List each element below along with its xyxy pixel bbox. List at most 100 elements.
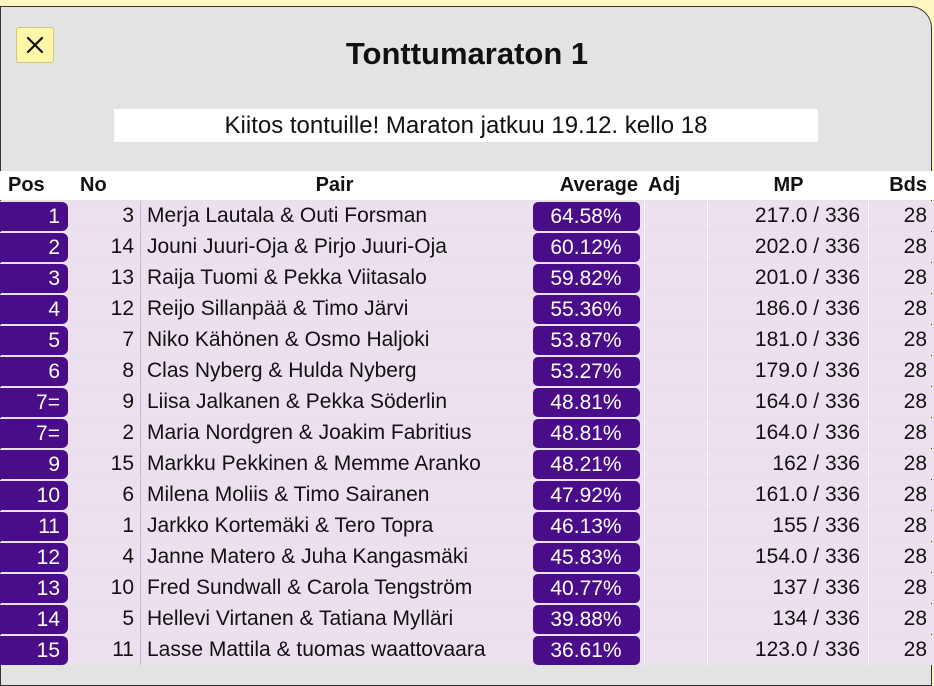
mp-cell: 202.0 / 336 <box>708 232 869 262</box>
average-cell: 53.87% <box>528 325 644 355</box>
table-row[interactable]: 4 12 Reijo Sillanpää & Timo Järvi 55.36% 186… <box>0 294 934 324</box>
header-pair[interactable]: Pair <box>141 171 528 200</box>
page-title: Tonttumaraton 1 <box>345 36 589 71</box>
average-badge: 45.83% <box>532 542 640 572</box>
average-badge: 39.88% <box>532 604 640 634</box>
average-badge: 60.12% <box>532 232 640 262</box>
close-button[interactable] <box>16 27 54 63</box>
pair-number: 1 <box>70 511 141 541</box>
pair-number: 3 <box>70 201 141 231</box>
mp-cell: 154.0 / 336 <box>708 542 869 572</box>
pos-cell: 7= <box>0 418 70 448</box>
mp-cell: 162 / 336 <box>708 449 869 479</box>
pair-names[interactable]: Raija Tuomi & Pekka Viitasalo <box>141 263 528 293</box>
bds-cell: 28 <box>869 418 934 448</box>
adj-cell <box>644 294 708 324</box>
adj-cell <box>644 511 708 541</box>
pair-number: 13 <box>70 263 141 293</box>
position-badge: 11 <box>0 511 68 541</box>
bds-cell: 28 <box>869 449 934 479</box>
pos-cell: 15 <box>0 635 70 665</box>
average-cell: 36.61% <box>528 635 644 665</box>
header-average[interactable]: Average <box>528 171 644 200</box>
pair-names[interactable]: Liisa Jalkanen & Pekka Söderlin <box>141 387 528 417</box>
pos-cell: 12 <box>0 542 70 572</box>
pair-names[interactable]: Reijo Sillanpää & Timo Järvi <box>141 294 528 324</box>
table-row[interactable]: 13 10 Fred Sundwall & Carola Tengström 40.7… <box>0 573 934 603</box>
pair-names[interactable]: Merja Lautala & Outi Forsman <box>141 201 528 231</box>
adj-cell <box>644 573 708 603</box>
position-badge: 3 <box>0 263 68 293</box>
pair-names[interactable]: Jouni Juuri-Oja & Pirjo Juuri-Oja <box>141 232 528 262</box>
position-badge: 12 <box>0 542 68 572</box>
position-badge: 4 <box>0 294 68 324</box>
bds-cell: 28 <box>869 325 934 355</box>
average-badge: 59.82% <box>532 263 640 293</box>
table-row[interactable]: 9 15 Markku Pekkinen & Memme Aranko 48.21% 1… <box>0 449 934 479</box>
table-row[interactable]: 5 7 Niko Kähönen & Osmo Haljoki 53.87% 181.0… <box>0 325 934 355</box>
mp-cell: 137 / 336 <box>708 573 869 603</box>
pair-names[interactable]: Hellevi Virtanen & Tatiana Mylläri <box>141 604 528 634</box>
table-row[interactable]: 6 8 Clas Nyberg & Hulda Nyberg 53.27% 179.0 … <box>0 356 934 386</box>
pair-number: 8 <box>70 356 141 386</box>
pos-cell: 2 <box>0 232 70 262</box>
pos-cell: 14 <box>0 604 70 634</box>
table-row[interactable]: 14 5 Hellevi Virtanen & Tatiana Mylläri 39.… <box>0 604 934 634</box>
pair-names[interactable]: Clas Nyberg & Hulda Nyberg <box>141 356 528 386</box>
bds-cell: 28 <box>869 542 934 572</box>
pair-names[interactable]: Milena Moliis & Timo Sairanen <box>141 480 528 510</box>
bds-cell: 28 <box>869 604 934 634</box>
header-bds[interactable]: Bds <box>869 171 934 200</box>
table-row[interactable]: 1 3 Merja Lautala & Outi Forsman 64.58% 217.… <box>0 201 934 231</box>
pair-names[interactable]: Fred Sundwall & Carola Tengström <box>141 573 528 603</box>
adj-cell <box>644 387 708 417</box>
pair-names[interactable]: Markku Pekkinen & Memme Aranko <box>141 449 528 479</box>
pair-names[interactable]: Janne Matero & Juha Kangasmäki <box>141 542 528 572</box>
average-cell: 55.36% <box>528 294 644 324</box>
average-badge: 46.13% <box>532 511 640 541</box>
table-row[interactable]: 3 13 Raija Tuomi & Pekka Viitasalo 59.82% 20… <box>0 263 934 293</box>
average-cell: 64.58% <box>528 201 644 231</box>
notice-banner: Kiitos tontuille! Maraton jatkuu 19.12. … <box>114 109 818 142</box>
header-no[interactable]: No <box>70 171 141 200</box>
mp-cell: 123.0 / 336 <box>708 635 869 665</box>
adj-cell <box>644 604 708 634</box>
average-cell: 60.12% <box>528 232 644 262</box>
pair-names[interactable]: Lasse Mattila & tuomas waattovaara <box>141 635 528 665</box>
pair-names[interactable]: Maria Nordgren & Joakim Fabritius <box>141 418 528 448</box>
pair-number: 9 <box>70 387 141 417</box>
pos-cell: 7= <box>0 387 70 417</box>
average-cell: 59.82% <box>528 263 644 293</box>
position-badge: 2 <box>0 232 68 262</box>
position-badge: 14 <box>0 604 68 634</box>
bds-cell: 28 <box>869 232 934 262</box>
average-badge: 48.21% <box>532 449 640 479</box>
average-cell: 46.13% <box>528 511 644 541</box>
position-badge: 13 <box>0 573 68 603</box>
pos-cell: 9 <box>0 449 70 479</box>
header-adj[interactable]: Adj <box>644 171 708 200</box>
table-row[interactable]: 11 1 Jarkko Kortemäki & Tero Topra 46.13% 15… <box>0 511 934 541</box>
average-badge: 47.92% <box>532 480 640 510</box>
table-row[interactable]: 15 11 Lasse Mattila & tuomas waattovaara 36… <box>0 635 934 665</box>
table-row[interactable]: 2 14 Jouni Juuri-Oja & Pirjo Juuri-Oja 60.1… <box>0 232 934 262</box>
bds-cell: 28 <box>869 201 934 231</box>
table-row[interactable]: 12 4 Janne Matero & Juha Kangasmäki 45.83% 1… <box>0 542 934 572</box>
pair-number: 7 <box>70 325 141 355</box>
average-cell: 48.81% <box>528 418 644 448</box>
bds-cell: 28 <box>869 294 934 324</box>
adj-cell <box>644 542 708 572</box>
header-mp[interactable]: MP <box>708 171 869 200</box>
pos-cell: 1 <box>0 201 70 231</box>
pair-names[interactable]: Niko Kähönen & Osmo Haljoki <box>141 325 528 355</box>
average-badge: 40.77% <box>532 573 640 603</box>
table-row[interactable]: 7= 2 Maria Nordgren & Joakim Fabritius 48.8… <box>0 418 934 448</box>
adj-cell <box>644 201 708 231</box>
table-row[interactable]: 10 6 Milena Moliis & Timo Sairanen 47.92% 16… <box>0 480 934 510</box>
pair-names[interactable]: Jarkko Kortemäki & Tero Topra <box>141 511 528 541</box>
pair-number: 15 <box>70 449 141 479</box>
mp-cell: 179.0 / 336 <box>708 356 869 386</box>
pos-cell: 11 <box>0 511 70 541</box>
table-row[interactable]: 7= 9 Liisa Jalkanen & Pekka Söderlin 48.81%… <box>0 387 934 417</box>
header-pos[interactable]: Pos <box>0 171 70 200</box>
